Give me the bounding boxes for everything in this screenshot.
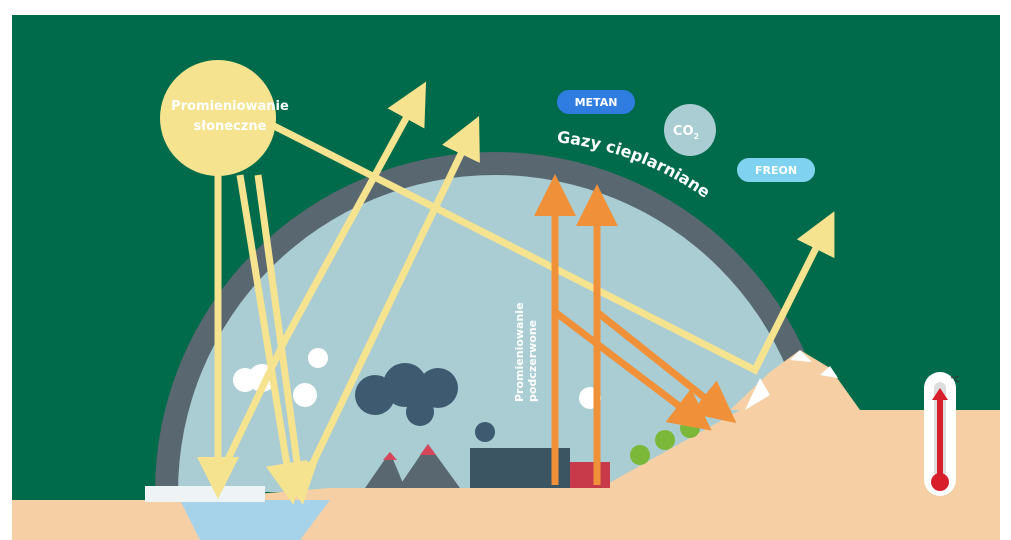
infrared-label: podczerwone: [526, 320, 539, 402]
thermometer-mercury: [937, 398, 943, 478]
barn: [570, 462, 610, 488]
thermometer-unit: °C: [950, 375, 960, 384]
infrared-label: Promieniowanie: [513, 302, 526, 402]
sun: [160, 60, 276, 176]
sun-label: słoneczne: [194, 119, 267, 134]
gas-label: METAN: [575, 96, 618, 109]
ice: [145, 486, 265, 502]
sun-label: Promieniowanie: [171, 99, 289, 114]
thermometer-bulb: [931, 473, 949, 491]
gas-label: FREON: [755, 164, 797, 177]
gas-label: CO: [673, 124, 694, 139]
greenhouse-diagram: Promieniowanie słoneczne METAN CO2 FREON…: [0, 0, 1011, 540]
gas-subscript: 2: [694, 132, 700, 141]
